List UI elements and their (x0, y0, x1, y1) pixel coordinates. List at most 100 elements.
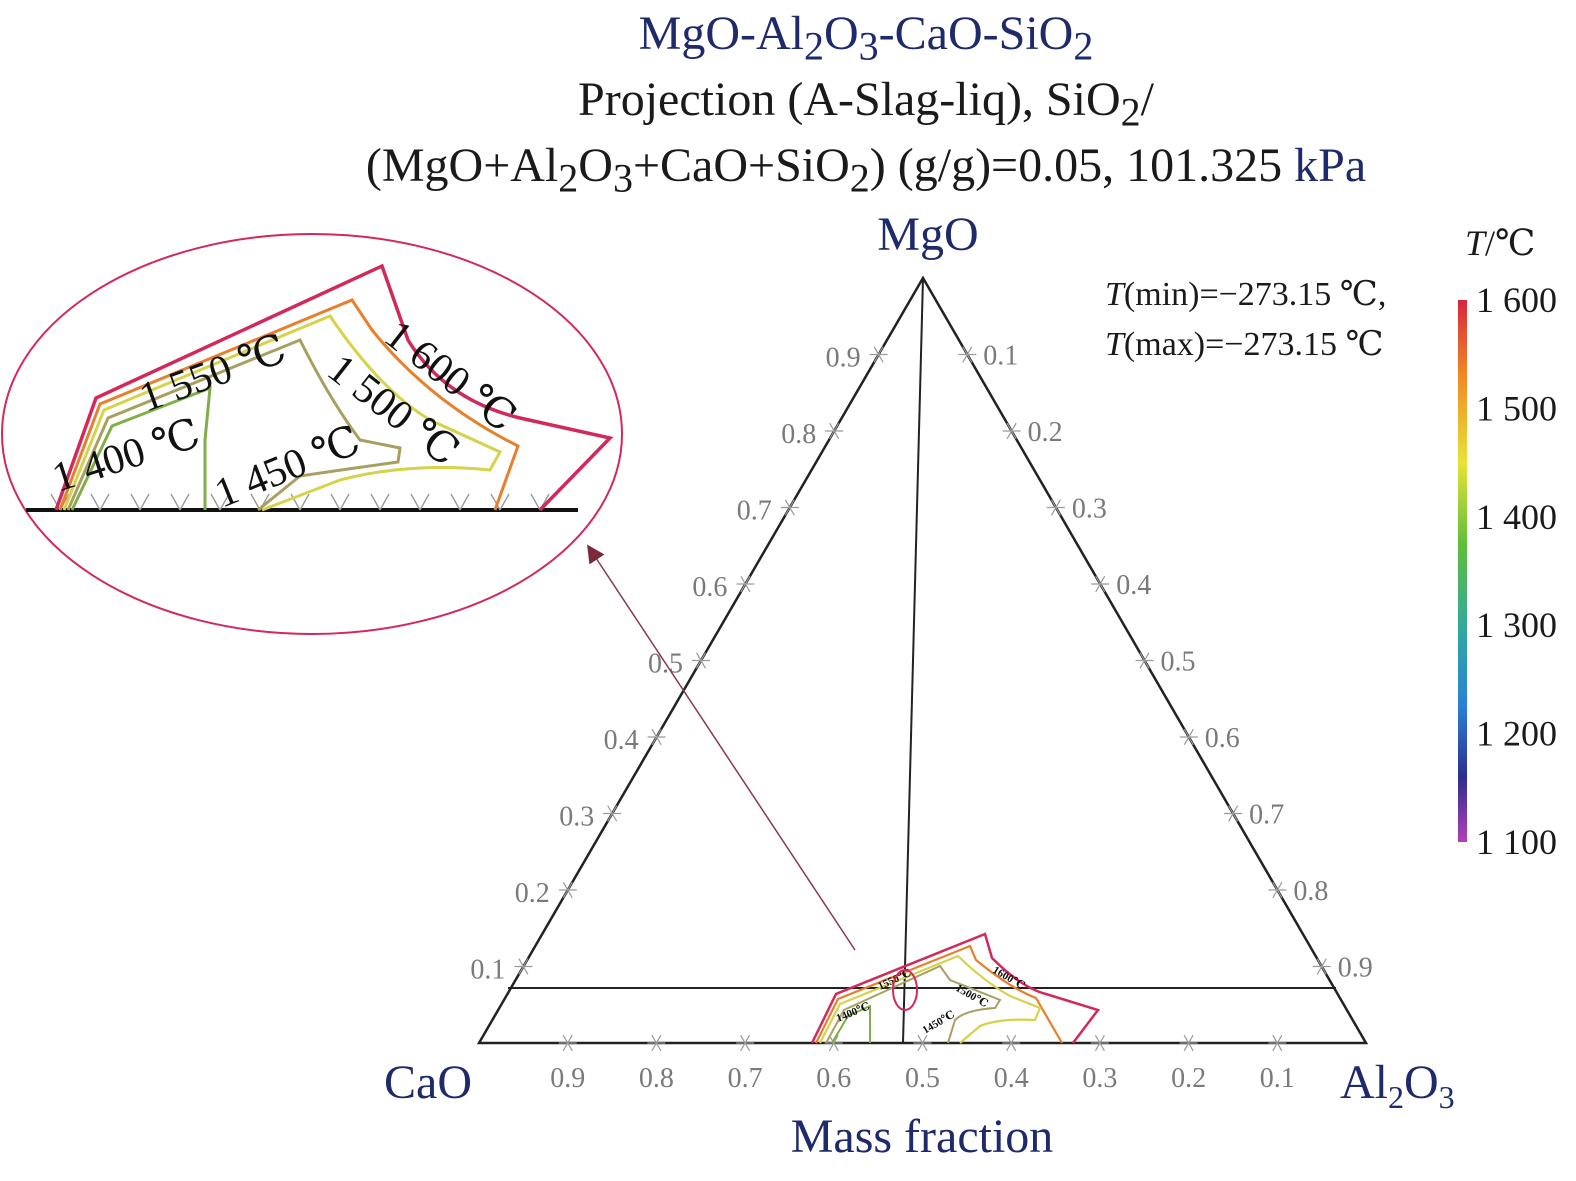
colorbar-tick-label: 1 100 (1476, 822, 1557, 862)
t-min-label: T(min)=−273.15 ℃, (1105, 276, 1386, 313)
bottom-tick-label: 0.1 (1260, 1063, 1295, 1094)
bottom-tick-label: 0.4 (994, 1063, 1029, 1094)
bottom-tick-mark (647, 1034, 666, 1052)
right-tick-mark (1268, 881, 1287, 899)
chart-title-line2: Projection (A-Slag-liq), SiO2/ (578, 73, 1154, 135)
right-tick-mark (1224, 805, 1243, 822)
t-max-label: T(max)=−273.15 ℃ (1105, 326, 1384, 363)
title-line1-text: MgO-Al2O3-CaO-SiO2 (638, 7, 1094, 69)
bottom-tick-label: 0.2 (1171, 1063, 1206, 1094)
zoom-tick-mark (450, 493, 470, 511)
vertex-label-mgo: MgO (877, 208, 978, 261)
colorbar-tick-label: 1 600 (1476, 280, 1557, 320)
right-tick-mark (1046, 499, 1065, 516)
right-tick-mark (1135, 652, 1154, 669)
right-tick-mark (1179, 728, 1198, 746)
zoom-tick-mark (370, 493, 390, 511)
bottom-tick-label: 0.8 (639, 1063, 674, 1094)
bottom-tick-label: 0.7 (728, 1063, 763, 1094)
right-edge-ticks: 0.1 0.2 0.3 0.4 0.5 0.6 0.7 0.8 0.9 (958, 341, 1373, 984)
zoom-inset-ellipse (1, 233, 623, 635)
isotherm-small-1600 (810, 932, 1101, 1044)
right-tick-label: 0.9 (1338, 953, 1373, 984)
chart-title-line1: MgO-Al2O3-CaO-SiO2 (146, 6, 1576, 75)
right-tick-label: 0.7 (1249, 800, 1284, 831)
left-edge-ticks: 0.90.80.70.60.50.40.30.20.1 (470, 343, 888, 986)
left-tick-label: 0.1 (470, 955, 505, 986)
zoom-tick-mark (130, 493, 150, 511)
zoom-tick-mark (210, 493, 230, 511)
zoom-isotherm-1500 (62, 314, 503, 512)
left-tick-mark (869, 346, 888, 363)
join-line-vertical (902, 277, 924, 1044)
bottom-tick-mark (736, 1034, 755, 1052)
small-label-1500: 1500℃ (954, 982, 990, 1010)
colorbar-tick-label: 1 400 (1476, 497, 1557, 537)
right-tick-label: 0.8 (1293, 876, 1328, 907)
right-tick-mark (1312, 958, 1331, 975)
left-tick-label: 0.7 (737, 496, 772, 527)
left-tick-mark (736, 575, 755, 593)
zoom-target-ellipse (892, 969, 918, 1011)
bottom-tick-mark (913, 1034, 932, 1052)
colorbar-ticks: 1 600 1 500 1 400 1 300 1 200 1 100 (1476, 280, 1557, 862)
zoom-isotherm-1550 (58, 298, 520, 511)
bottom-tick-mark (1090, 1034, 1109, 1052)
colorbar-title: T/℃ (1465, 223, 1535, 263)
right-tick-label: 0.5 (1161, 647, 1196, 678)
bottom-tick-label: 0.5 (905, 1063, 940, 1094)
zoom-tick-mark (90, 493, 110, 511)
bottom-tick-label: 0.3 (1082, 1063, 1117, 1094)
zoom-isotherm-1400 (70, 385, 212, 511)
zoom-tick-mark (330, 493, 350, 511)
right-tick-label: 0.3 (1072, 494, 1107, 525)
zoom-tick-mark (170, 493, 190, 511)
left-tick-mark (692, 652, 710, 669)
left-tick-mark (558, 881, 577, 899)
colorbar-tick-label: 1 500 (1476, 388, 1557, 428)
left-tick-mark (825, 422, 844, 440)
right-tick-mark (958, 346, 977, 363)
isotherm-small-1500 (819, 954, 1042, 1044)
bottom-tick-mark (558, 1034, 577, 1052)
zoom-isotherm-1450 (66, 338, 402, 512)
left-tick-label: 0.2 (515, 878, 550, 909)
left-tick-mark (780, 499, 799, 516)
bottom-tick-label: 0.9 (550, 1063, 585, 1094)
chart-title-line3: (MgO+Al2O3+CaO+SiO2) (g/g)=0.05, 101.325… (365, 139, 1367, 201)
bottom-tick-mark (1268, 1034, 1287, 1052)
right-tick-label: 0.2 (1028, 417, 1063, 448)
vertex-label-cao: CaO (384, 1056, 472, 1109)
colorbar-tick-label: 1 200 (1476, 714, 1557, 754)
zoom-isotherm-1600 (54, 263, 614, 512)
bottom-edge-ticks: 0.9 0.8 0.7 0.6 0.5 0.4 0.3 0.2 0.1 (550, 1034, 1295, 1094)
right-tick-label: 0.1 (983, 341, 1018, 372)
left-tick-label: 0.3 (559, 802, 594, 833)
right-tick-label: 0.6 (1205, 723, 1240, 754)
axis-label: Mass fraction (791, 1110, 1054, 1163)
bottom-tick-mark (824, 1034, 843, 1052)
right-tick-mark (1002, 422, 1021, 440)
zoom-tick-mark (410, 493, 430, 511)
colorbar-tick-label: 1 300 (1476, 605, 1557, 645)
zoom-arrow (587, 544, 856, 951)
left-tick-label: 0.9 (826, 343, 861, 374)
isotherm-small-1450 (825, 964, 1002, 1044)
left-tick-mark (514, 958, 533, 975)
bottom-tick-label: 0.6 (816, 1063, 851, 1094)
left-tick-label: 0.8 (781, 419, 816, 450)
left-tick-mark (603, 805, 622, 822)
right-tick-mark (1091, 575, 1110, 593)
vertex-label-al2o3: Al2O3 (1340, 1056, 1455, 1115)
colorbar-gradient (1458, 300, 1467, 842)
bottom-tick-mark (1179, 1034, 1198, 1052)
bottom-tick-mark (1002, 1034, 1021, 1052)
zoom-inset: 1 600 ℃ 1 550 ℃ 1 500 ℃ 1 450 ℃ 1 400 ℃ (1, 233, 623, 635)
isotherm-small-1550 (815, 944, 1063, 1044)
isotherm-small-1400 (831, 1004, 871, 1044)
right-tick-label: 0.4 (1116, 570, 1151, 601)
left-tick-label: 0.4 (604, 725, 639, 756)
zoom-tick-mark (490, 493, 510, 511)
left-tick-label: 0.6 (692, 572, 727, 603)
